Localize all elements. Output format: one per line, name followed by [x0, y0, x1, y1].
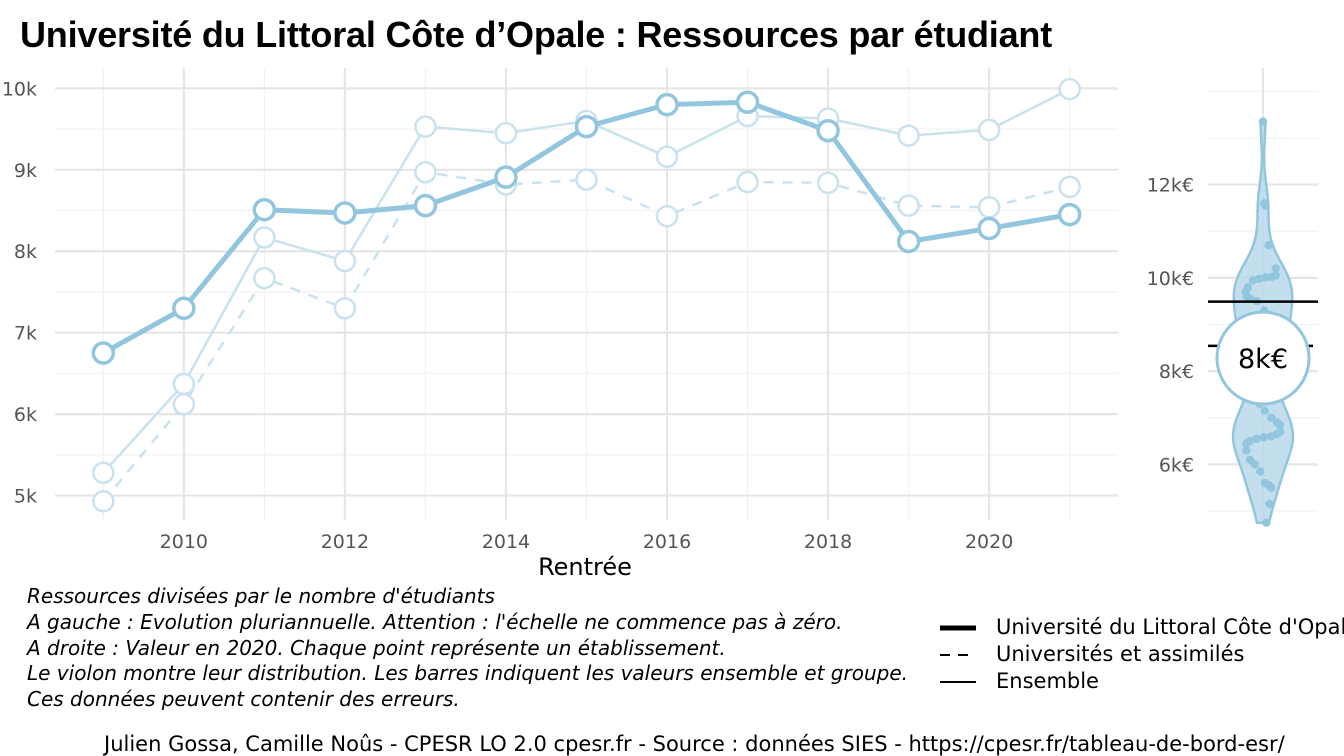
data-point-thin-solid [172, 372, 196, 396]
x-tick-label: 2016 [643, 531, 691, 553]
data-point-thin-solid [1058, 77, 1081, 101]
establishment-point [1264, 241, 1273, 250]
establishment-point [1258, 117, 1268, 126]
data-point-thick-solid [655, 92, 679, 117]
legend-label: Ensemble [996, 669, 1099, 693]
data-point-dashed [575, 168, 598, 191]
violin-chart-panel: 6k€ 8k€ 10k€ 12k€ 8k€ [1147, 68, 1318, 527]
y-tick-label: 6k [14, 404, 37, 426]
y-tick-label: 7k [14, 323, 37, 345]
note-line: Le violon montre leur distribution. Les … [27, 661, 908, 686]
data-point-thick-solid [91, 341, 116, 365]
data-point-dashed [92, 490, 115, 513]
chart-notes: Ressources divisées par le nombre d'étud… [27, 584, 947, 713]
legend-label: Universités et assimilés [996, 642, 1245, 666]
data-point-dashed [253, 266, 276, 290]
data-point-dashed [816, 171, 840, 195]
data-point-dashed [736, 170, 759, 194]
y-tick-label: 6k€ [1159, 454, 1194, 476]
legend-key-dashed [940, 654, 976, 656]
y-tick-label: 12k€ [1147, 175, 1194, 197]
data-point-thin-solid [92, 461, 115, 485]
establishment-point [1262, 518, 1271, 527]
data-point-thin-solid [333, 249, 357, 273]
data-point-dashed [172, 393, 196, 416]
note-line: A droite : Valeur en 2020. Chaque point … [27, 635, 726, 660]
highlight-bubble [1215, 310, 1311, 406]
x-tick-label: 2010 [160, 531, 208, 553]
data-point-dashed [977, 196, 1001, 219]
data-point-thick-solid [1057, 202, 1082, 227]
x-tick-label: 2020 [965, 531, 1013, 553]
data-point-dashed [897, 194, 920, 217]
y-tick-label: 5k [14, 486, 37, 508]
x-tick-label: 2012 [321, 531, 369, 553]
x-axis-title: Rentrée [538, 553, 632, 581]
establishment-point [1265, 499, 1274, 509]
y-tick-label: 8k [14, 241, 37, 263]
establishment-point [1248, 276, 1258, 285]
chart-title: Université du Littoral Côte d’Opale : Re… [20, 14, 1053, 55]
establishment-point [1275, 420, 1285, 429]
data-point-thick-solid [252, 197, 277, 222]
data-point-thin-solid [414, 115, 437, 138]
legend-key-thick-solid [940, 625, 976, 631]
data-point-thick-solid [977, 216, 1001, 241]
establishment-point [1260, 406, 1270, 415]
data-point-thick-solid [735, 90, 760, 114]
x-tick-label: 2018 [804, 531, 852, 553]
y-tick-label: 9k [14, 160, 37, 182]
legend-label: Université du Littoral Côte d'Opale [996, 615, 1344, 639]
note-line: Ressources divisées par le nombre d'étud… [27, 584, 495, 608]
data-point-thin-solid [977, 118, 1001, 142]
data-point-thick-solid [494, 165, 518, 189]
note-line: A gauche : Evolution pluriannuelle. Atte… [27, 609, 843, 634]
data-point-dashed [414, 160, 437, 184]
data-point-thick-solid [896, 229, 921, 254]
establishment-point [1261, 273, 1270, 282]
data-point-thick-solid [574, 114, 599, 139]
highlight-value-label: 8k€ [1238, 344, 1288, 375]
note-line: Ces données peuvent contenir des erreurs… [27, 687, 460, 712]
establishment-point [1267, 413, 1276, 422]
data-point-thick-solid [172, 296, 196, 321]
y-tick-label: 10k [2, 78, 37, 100]
establishment-point [1250, 460, 1259, 469]
data-point-thin-solid [897, 124, 920, 147]
data-point-dashed [1058, 175, 1081, 199]
establishment-point [1259, 433, 1268, 442]
establishment-point [1242, 446, 1251, 455]
data-point-dashed [333, 297, 357, 320]
x-tick-label: 2014 [482, 531, 530, 553]
data-point-thin-solid [655, 145, 679, 169]
data-point-thin-solid [494, 121, 518, 145]
y-tick-label: 8k€ [1159, 361, 1194, 383]
data-point-thick-solid [816, 118, 840, 143]
line-chart-panel: 5k 6k 7k 8k 9k 10k 2010 2012 2014 2016 2018 2020 Ren… [2, 68, 1118, 581]
establishment-point [1267, 483, 1276, 492]
establishment-point [1261, 201, 1270, 210]
data-point-thin-solid [253, 226, 276, 249]
data-point-dashed [655, 204, 679, 228]
data-point-thick-solid [333, 201, 357, 225]
establishment-point [1271, 264, 1280, 273]
source-caption: Julien Gossa, Camille Noûs - CPESR LO 2.… [104, 732, 1285, 756]
legend-key-thin-solid [940, 681, 976, 683]
establishment-point [1242, 439, 1251, 448]
data-point-thick-solid [413, 193, 438, 218]
y-tick-label: 10k€ [1147, 268, 1194, 290]
establishment-point [1266, 432, 1276, 441]
establishment-point [1256, 467, 1265, 476]
